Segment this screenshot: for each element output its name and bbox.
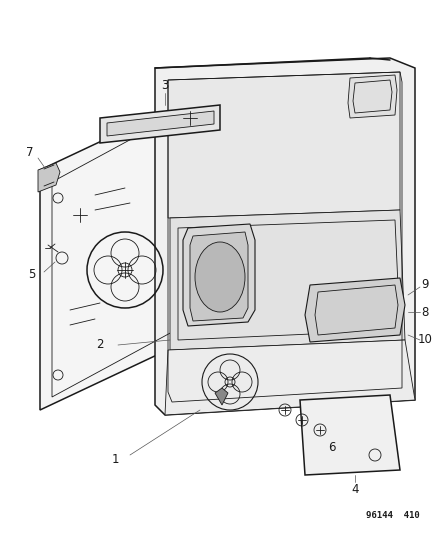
Text: 4: 4 xyxy=(350,483,358,497)
Ellipse shape xyxy=(194,242,244,312)
Text: 3: 3 xyxy=(161,78,168,92)
Text: 8: 8 xyxy=(420,305,428,319)
Polygon shape xyxy=(190,232,247,321)
Polygon shape xyxy=(304,278,404,342)
Polygon shape xyxy=(107,111,213,136)
Polygon shape xyxy=(38,163,60,192)
Text: 2: 2 xyxy=(96,338,103,351)
Polygon shape xyxy=(183,224,254,326)
Text: 1: 1 xyxy=(111,454,119,466)
Polygon shape xyxy=(40,90,209,410)
Polygon shape xyxy=(215,388,227,405)
Text: 10: 10 xyxy=(417,334,431,346)
Polygon shape xyxy=(155,58,414,415)
Text: 5: 5 xyxy=(28,269,35,281)
Text: 96144  410: 96144 410 xyxy=(365,511,419,520)
Text: 9: 9 xyxy=(420,279,428,292)
Polygon shape xyxy=(347,75,396,118)
Text: 6: 6 xyxy=(328,441,335,455)
Polygon shape xyxy=(168,72,399,218)
Polygon shape xyxy=(165,340,414,415)
Polygon shape xyxy=(100,105,219,143)
Polygon shape xyxy=(170,210,404,350)
Text: 7: 7 xyxy=(26,146,34,158)
Polygon shape xyxy=(299,395,399,475)
